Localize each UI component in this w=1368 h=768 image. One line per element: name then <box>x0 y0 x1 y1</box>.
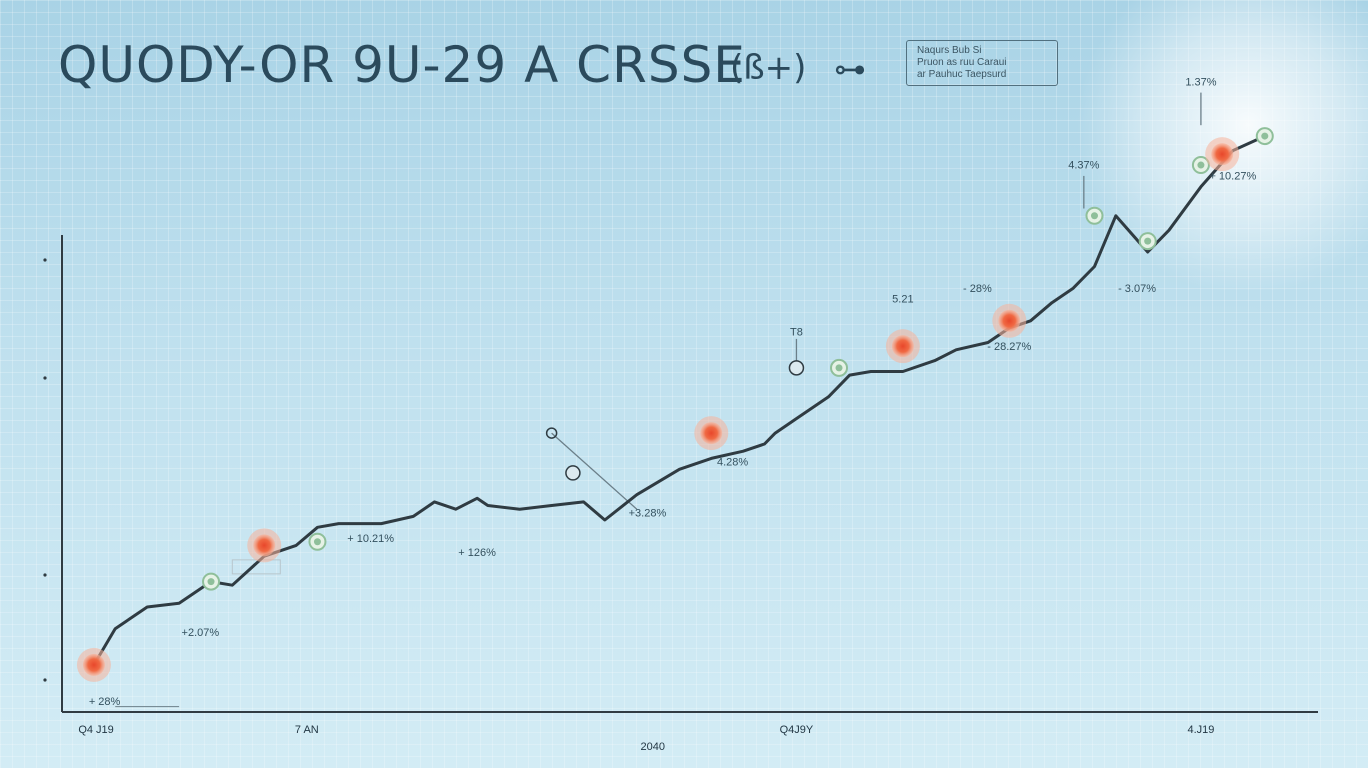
data-markers <box>76 127 1274 682</box>
marker-orange-0 <box>82 653 105 676</box>
plug-icon: ⊶ <box>834 50 866 88</box>
marker-green-core-7 <box>835 364 843 372</box>
legend-line-3: ar Pauhuc Taepsurd <box>917 69 1007 80</box>
x-axis-tick-labels: Q4 J19 7 AN Q4J9Y 4.J19 <box>78 724 1214 736</box>
callout-line-0 <box>551 432 638 510</box>
marker-orange-9 <box>998 309 1021 332</box>
y-tick-0 <box>43 258 47 262</box>
annotation-label-4: +3.28% <box>629 507 667 519</box>
annotation-label-9: - 28.27% <box>987 341 1031 353</box>
annotation-label-13: 1.37% <box>1185 76 1216 88</box>
y-axis-ticks <box>43 258 47 682</box>
marker-green-core-1 <box>207 578 215 586</box>
annotation-label-11: - 3.07% <box>1118 283 1156 295</box>
annotation-label-1: +2.07% <box>182 627 220 639</box>
marker-green-core-3 <box>313 538 321 546</box>
callout-dot-0 <box>545 427 558 439</box>
y-tick-3 <box>43 678 47 682</box>
marker-ring-6 <box>788 360 805 376</box>
annotation-label-0: + 28% <box>89 696 121 708</box>
annotation-label-3: + 126% <box>458 547 496 559</box>
legend: Naqurs Bub Si Pruon as ruu Caraui ar Pau… <box>906 40 1058 86</box>
legend-line-1: Naqurs Bub Si <box>917 45 982 56</box>
annotation-label-7: 5.21 <box>892 294 913 306</box>
axes <box>43 235 1318 713</box>
annotation-label-10: 4.37% <box>1068 160 1099 172</box>
marker-orange-8 <box>891 335 914 358</box>
x-tick-label-1: 7 AN <box>295 724 319 736</box>
callout-lines <box>115 92 1202 708</box>
series-line <box>92 134 1266 666</box>
x-tick-label-0: Q4 J19 <box>78 724 113 736</box>
marker-green-core-10 <box>1090 212 1098 220</box>
marker-green-core-12 <box>1197 161 1205 169</box>
y-tick-1 <box>43 376 47 380</box>
marker-orange-2 <box>253 534 276 557</box>
marker-green-core-11 <box>1144 237 1152 245</box>
y-tick-2 <box>43 573 47 577</box>
marker-orange-13 <box>1211 143 1234 166</box>
title-badge: (ß+) <box>730 48 807 88</box>
annotation-label-8: - 28% <box>963 283 992 295</box>
legend-line-2: Pruon as ruu Caraui <box>917 57 1007 68</box>
x-tick-label-3: 4.J19 <box>1187 724 1214 736</box>
marker-orange-5 <box>700 422 723 445</box>
x-axis-label: 2040 <box>641 741 665 753</box>
annotation-label-2: + 10.21% <box>347 533 394 545</box>
marker-ring-4 <box>565 465 581 481</box>
x-tick-label-2: Q4J9Y <box>780 724 814 736</box>
annotation-label-12: + 10.27% <box>1209 171 1256 183</box>
data-annotations: + 28% +2.07% + 10.21% + 126% +3.28% 4.28% T8 5.… <box>89 76 1257 707</box>
annotation-label-6: T8 <box>790 326 803 338</box>
marker-green-core-14 <box>1261 132 1269 140</box>
annotation-label-5: 4.28% <box>717 457 748 469</box>
chart-title: QUODY-OR 9U-29 A CRSSE <box>58 36 746 94</box>
